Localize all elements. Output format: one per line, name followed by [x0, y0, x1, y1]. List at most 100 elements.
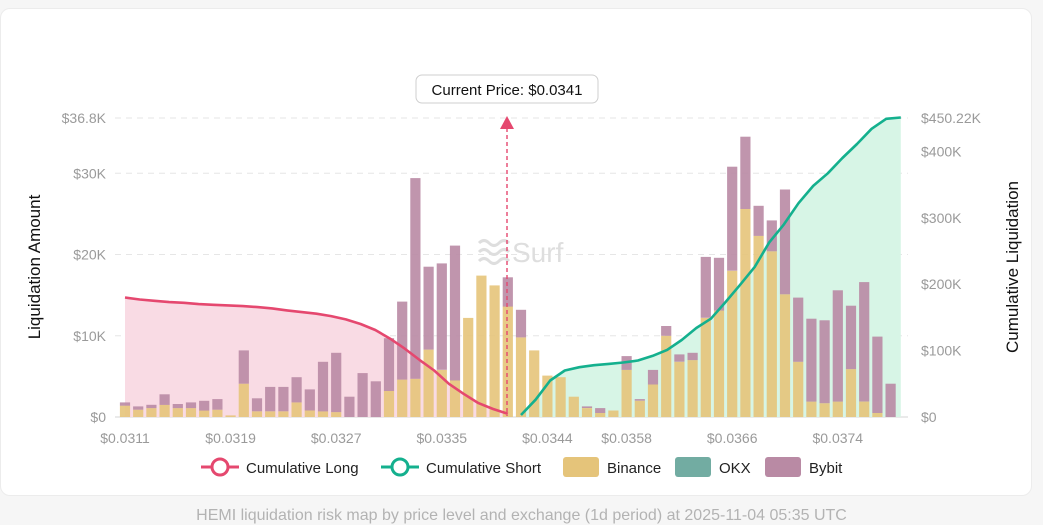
- legend-swatch-bybit: [765, 457, 801, 477]
- x-tick-label-2: $0.0327: [311, 430, 362, 446]
- x-tick-label-5: $0.0358: [601, 430, 652, 446]
- bar-binance-27: [476, 275, 487, 417]
- bar-binance-46: [727, 270, 738, 418]
- bar-binance-53: [819, 403, 830, 417]
- bar-binance-24: [436, 369, 447, 417]
- legend-label-bybit: Bybit: [809, 460, 843, 477]
- y-tick-label-0: $0: [90, 409, 106, 425]
- bar-bybit-7: [212, 399, 223, 410]
- bar-binance-12: [278, 411, 289, 417]
- bar-bybit-18: [357, 373, 368, 417]
- bar-binance-40: [647, 384, 659, 417]
- bar-bybit-29: [502, 277, 513, 307]
- y-axis-left-ticks: $0 $10K $20K $30K $36.8K: [62, 110, 107, 425]
- bar-bybit-22: [410, 178, 421, 379]
- x-tick-label-4: $0.0344: [522, 430, 573, 446]
- bar-bybit-51: [793, 297, 804, 362]
- bar-bybit-21: [397, 301, 408, 380]
- y-axis-title: Liquidation Amount: [25, 194, 44, 339]
- current-price-marker: Current Price: $0.0341: [415, 74, 599, 416]
- bar-binance-13: [291, 402, 302, 417]
- y2-axis-title: Cumulative Liquidation: [1003, 181, 1022, 353]
- bar-bybit-58: [885, 383, 896, 417]
- bar-bybit-50: [779, 189, 791, 295]
- bar-bybit-14: [304, 389, 315, 411]
- bar-binance-57: [872, 412, 883, 417]
- bar-binance-41: [661, 335, 672, 418]
- y-axis-right-ticks: $0 $100K $200K $300K $400K $450.22K: [921, 110, 982, 425]
- bar-binance-10: [251, 411, 263, 417]
- chart-caption: HEMI liquidation risk map by price level…: [196, 507, 847, 524]
- watermark: Surf: [477, 237, 564, 268]
- bar-binance-56: [859, 401, 870, 417]
- bar-bybit-48: [753, 205, 764, 236]
- bar-binance-39: [634, 400, 645, 418]
- x-tick-label-3: $0.0335: [416, 430, 467, 446]
- bar-bybit-45: [713, 257, 725, 311]
- legend-label-binance: Binance: [607, 460, 661, 477]
- bar-bybit-24: [436, 263, 447, 370]
- bar-binance-50: [779, 294, 791, 417]
- bar-bybit-54: [832, 290, 843, 402]
- y-tick-label-1: $10K: [73, 328, 106, 344]
- bar-binance-44: [700, 317, 711, 417]
- bar-binance-25: [449, 380, 461, 417]
- bar-binance-22: [410, 378, 421, 417]
- bar-binance-51: [793, 361, 804, 418]
- bar-binance-23: [423, 349, 434, 417]
- bar-bybit-52: [806, 318, 817, 402]
- bar-binance-42: [674, 361, 685, 418]
- bar-binance-30: [515, 337, 527, 417]
- bar-bybit-6: [199, 400, 210, 411]
- bar-binance-45: [713, 310, 725, 417]
- cumulative-short-area: [521, 117, 901, 417]
- bar-binance-32: [542, 375, 553, 417]
- legend-item-cumulative-long[interactable]: Cumulative Long: [201, 457, 359, 477]
- legend-item-bybit[interactable]: Bybit: [765, 457, 843, 477]
- bar-bybit-17: [344, 396, 355, 417]
- legend-item-okx[interactable]: OKX: [675, 457, 751, 477]
- bar-binance-20: [383, 391, 395, 417]
- bar-bybit-35: [581, 406, 593, 408]
- bar-bybit-23: [423, 266, 434, 350]
- legend-swatch-binance: [563, 457, 599, 477]
- bar-bybit-53: [819, 320, 830, 404]
- legend-item-binance[interactable]: Binance: [563, 457, 661, 477]
- bar-binance-5: [185, 408, 197, 417]
- bar-bybit-40: [647, 369, 659, 385]
- bar-bybit-5: [185, 402, 197, 409]
- legend-marker-short: [390, 457, 410, 477]
- bar-bybit-4: [172, 404, 183, 409]
- x-tick-label-6: $0.0366: [707, 430, 758, 446]
- bar-bybit-39: [634, 399, 645, 401]
- cumulative-lines: [124, 116, 901, 416]
- bar-binance-7: [212, 409, 223, 417]
- bar-binance-38: [621, 369, 632, 417]
- watermark-logo-icon: [477, 239, 511, 265]
- bar-binance-29: [502, 306, 513, 417]
- bar-bybit-12: [278, 386, 289, 412]
- bar-binance-47: [740, 209, 751, 417]
- bar-binance-33: [555, 377, 566, 417]
- bar-bybit-56: [859, 282, 870, 402]
- bar-bybit-1: [133, 406, 144, 410]
- y2-tick-label-5: $450.22K: [921, 110, 982, 126]
- bar-binance-54: [832, 401, 843, 417]
- x-tick-label-0: $0.0311: [100, 430, 150, 446]
- bar-bybit-13: [291, 377, 302, 403]
- bar-binance-4: [172, 408, 183, 417]
- bar-bybit-25: [449, 245, 461, 381]
- watermark-text: Surf: [512, 237, 564, 268]
- y2-tick-label-2: $200K: [921, 276, 962, 292]
- legend-item-cumulative-short[interactable]: Cumulative Short: [381, 457, 542, 477]
- bars: [119, 136, 896, 418]
- bar-binance-52: [806, 401, 817, 417]
- bar-bybit-0: [119, 402, 131, 406]
- current-price-label-box: [415, 74, 599, 104]
- bar-bybit-55: [845, 305, 857, 370]
- bar-binance-14: [304, 410, 315, 417]
- bar-binance-15: [317, 411, 329, 417]
- bar-bybit-9: [238, 350, 249, 384]
- bar-binance-48: [753, 235, 764, 417]
- bar-binance-49: [766, 251, 777, 418]
